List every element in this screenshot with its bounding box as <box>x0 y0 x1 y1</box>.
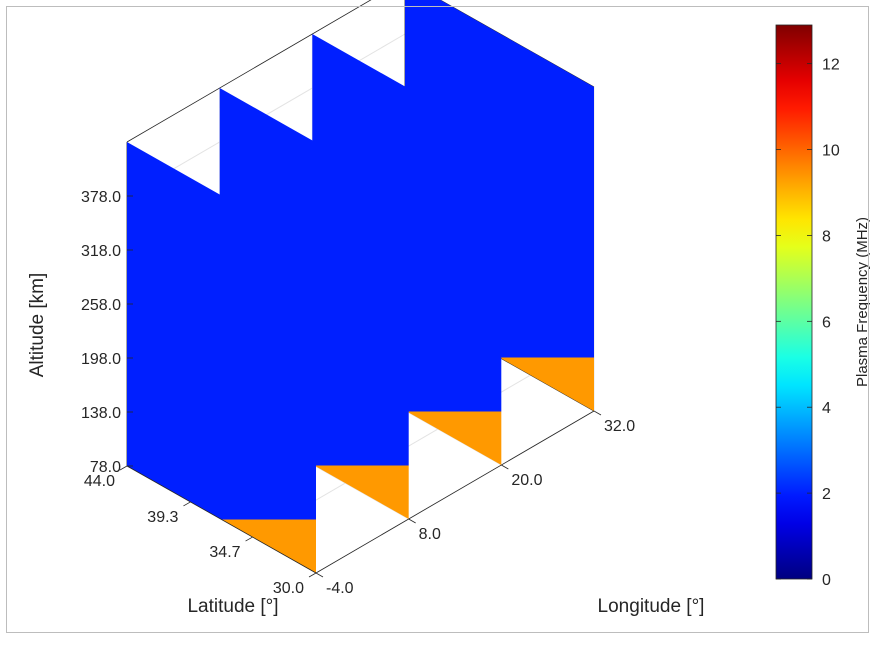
axes-edge <box>126 0 372 143</box>
axes-box-front <box>126 410 595 574</box>
colorbar-tick-label: 8 <box>822 228 831 245</box>
colorbar-tick-label: 4 <box>822 400 831 417</box>
colorbar-tick-label: 10 <box>822 143 840 160</box>
axes-edge <box>315 410 595 574</box>
colorbar-tick-label: 6 <box>822 314 831 331</box>
slice-lon--4 <box>127 142 316 573</box>
y-tick-label: 30.0 <box>273 580 304 597</box>
colorbar-tick-label: 2 <box>822 486 831 503</box>
z-tick-label: 258.0 <box>81 297 121 314</box>
colorbar-strip <box>775 24 813 580</box>
x-tick-mark <box>408 518 416 524</box>
y-tick-mark <box>308 572 317 578</box>
colorbar-tick-label: 12 <box>822 57 840 74</box>
z-axis-label: Altitude [km] <box>27 273 48 378</box>
x-tick-mark <box>315 572 324 578</box>
axes-edge <box>126 465 317 574</box>
figure-frame <box>6 6 869 633</box>
y-tick-label: 34.7 <box>209 544 240 561</box>
y-tick-label: 44.0 <box>84 473 115 490</box>
z-tick-label: 198.0 <box>81 351 121 368</box>
y-tick-mark <box>119 465 128 471</box>
z-tick-label: 78.0 <box>90 459 121 476</box>
z-tick-label: 138.0 <box>81 405 121 422</box>
colorbar-tick-label: 0 <box>822 572 831 589</box>
y-tick-mark <box>245 536 253 542</box>
x-tick-label: 8.0 <box>419 526 441 543</box>
y-tick-label: 39.3 <box>147 509 178 526</box>
axis-ticks: 78.0 138.0 198.0 258.0 318.0 378.0 30.0 34.7 39.… <box>81 189 635 597</box>
z-tick-label: 378.0 <box>81 189 121 206</box>
slices <box>127 0 594 573</box>
x-tick-mark <box>501 464 509 470</box>
colorbar: 0 2 4 6 8 10 12 <box>775 24 840 589</box>
x-tick-label: 20.0 <box>511 472 542 489</box>
y-tick-mark <box>183 501 191 507</box>
y-axis-label: Latitude [°] <box>187 596 278 617</box>
x-tick-label: -4.0 <box>326 580 354 597</box>
x-tick-mark <box>593 410 602 416</box>
x-axis-label: Longitude [°] <box>598 596 705 617</box>
colorbar-label: Plasma Frequency (MHz) <box>854 217 871 387</box>
x-tick-label: 32.0 <box>604 418 635 435</box>
z-tick-label: 318.0 <box>81 243 121 260</box>
